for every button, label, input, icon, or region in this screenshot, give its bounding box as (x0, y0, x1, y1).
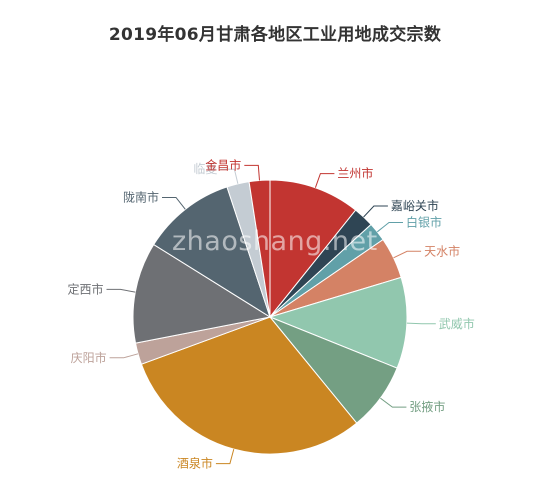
watermark: zhaoshang.net (172, 226, 378, 257)
slice-label-10: 临夏 (193, 162, 217, 176)
leader-line-4 (406, 322, 436, 325)
slice-label-8: 定西市 (67, 281, 103, 296)
slice-label-5: 张掖市 (409, 399, 445, 414)
leader-line-6 (215, 448, 235, 465)
chart-title: 2019年06月甘肃各地区工业用地成交宗数 (108, 25, 442, 45)
slice-label-3: 天水市 (424, 243, 460, 258)
slice-label-0: 兰州市 (337, 166, 373, 181)
slice-label-11: 金昌市 (205, 157, 241, 172)
slice-label-9: 陇南市 (123, 190, 159, 205)
leader-line-5 (380, 397, 407, 408)
leader-line-11 (244, 164, 260, 181)
pie-slice-6[interactable] (140, 316, 358, 455)
pie-slice-9[interactable] (153, 186, 271, 319)
leader-line-8 (106, 288, 136, 293)
leader-line-10 (220, 168, 239, 184)
leader-line-7 (109, 353, 139, 359)
leader-line-3 (393, 250, 422, 259)
leader-line-1 (363, 205, 388, 218)
slice-label-4: 武威市 (439, 316, 475, 331)
leader-line-9 (162, 197, 186, 210)
slice-label-7: 庆阳市 (71, 350, 107, 365)
pie-slice-11[interactable] (248, 179, 271, 318)
leader-line-0 (314, 173, 335, 188)
leader-line-2 (376, 222, 403, 233)
pie-slice-8[interactable] (132, 243, 272, 344)
slice-label-6: 酒泉市 (177, 456, 213, 471)
slice-label-1: 嘉峪关市 (391, 198, 439, 213)
slice-label-2: 白银市 (406, 215, 442, 230)
pie-slice-4[interactable] (268, 276, 408, 369)
pie-slice-0[interactable] (269, 179, 357, 319)
